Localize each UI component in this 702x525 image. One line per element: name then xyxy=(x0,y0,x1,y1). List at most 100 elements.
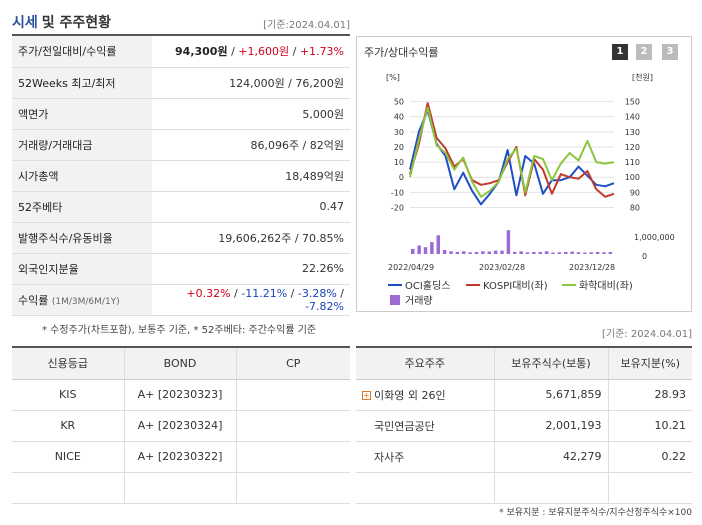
expand-plus-icon[interactable]: + xyxy=(362,391,371,400)
volume-bar xyxy=(532,251,536,254)
pct-cell: 28.93 xyxy=(608,379,692,411)
chart-panel xyxy=(356,36,692,312)
table-row: 국민연금공단 2,001,193 10.21 xyxy=(356,410,692,442)
bond-cell: A+ [20230324] xyxy=(124,410,237,442)
left-tick-label: 40 xyxy=(394,113,404,122)
volume-zero-label: 0 xyxy=(642,252,647,261)
return-1y: -7.82% xyxy=(305,299,344,313)
shares-cell: 42,279 xyxy=(494,441,609,473)
bond-cell xyxy=(124,472,237,504)
agency-cell: NICE xyxy=(12,441,125,473)
row-value: 22.26% xyxy=(152,253,350,285)
section-title: 시세 및 주주현황 xyxy=(12,12,111,32)
divider xyxy=(12,34,350,36)
agency-cell xyxy=(12,472,125,504)
right-tick-label: 150 xyxy=(625,98,640,107)
pct-cell: 10.21 xyxy=(608,410,692,442)
volume-bar xyxy=(468,252,472,254)
col-header: CP xyxy=(236,346,350,380)
chart-page-3-button[interactable]: 3 xyxy=(662,44,678,60)
table-row: 주가/전일대비/수익률 94,300원 / +1,600원 / +1.73% xyxy=(12,36,350,68)
shares-cell: 2,001,193 xyxy=(494,410,609,442)
holder-name: 자사주 xyxy=(356,441,495,473)
table-row: 외국인지분율 22.26% xyxy=(12,253,350,285)
table-row: NICE A+ [20230322] xyxy=(12,441,350,473)
return-6m: -3.28% xyxy=(297,286,337,300)
holder-name: 국민연금공단 xyxy=(356,410,495,442)
right-axis-ticks: 150 140 130 120 110 100 90 80 xyxy=(625,98,640,213)
basis-date-2: [기준: 2024.04.01] xyxy=(601,329,692,340)
holder-name xyxy=(356,472,495,504)
table-row: 발행주식수/유동비율 19,606,262주 / 70.85% xyxy=(12,222,350,254)
row-label: 시가총액 xyxy=(12,160,152,192)
left-tick-label: 0 xyxy=(399,173,404,182)
left-tick-label: 30 xyxy=(394,128,404,137)
volume-bar xyxy=(583,252,587,254)
volume-bar xyxy=(576,252,581,254)
volume-bar xyxy=(442,249,447,254)
x-label-3: 2023/12/28 xyxy=(569,263,615,272)
row-label: 52주베타 xyxy=(12,191,152,223)
shares-cell xyxy=(494,472,609,504)
volume-bar xyxy=(608,251,613,254)
right-tick-label: 140 xyxy=(625,113,640,122)
table-header-row: 주요주주 보유주식수(보통) 보유지분(%) xyxy=(356,346,692,380)
row-value: 0.47 xyxy=(152,191,350,223)
chart-page-2-button[interactable]: 2 xyxy=(636,44,652,60)
basis-date: [기준:2024.04.01] xyxy=(263,20,350,31)
series-lines xyxy=(409,102,615,206)
title-shareholders: 및 주주현황 xyxy=(41,15,112,31)
volume-bar xyxy=(506,230,511,254)
row-value: 94,300원 / +1,600원 / +1.73% xyxy=(152,36,350,68)
row-value: 18,489억원 xyxy=(152,160,350,192)
x-label-2: 2023/02/28 xyxy=(479,263,525,272)
x-label-1: 2022/04/29 xyxy=(388,263,434,272)
pct-cell: 0.22 xyxy=(608,441,692,473)
chart-title: 주가/상대수익률 xyxy=(364,46,439,59)
footnote: * 수정주가(차트포함), 보통주 기준, * 52주베타: 주간수익률 기준 xyxy=(42,325,317,336)
volume-bar xyxy=(462,251,466,254)
credit-rating-table: 신용등급 BOND CP KIS A+ [20230323] KR A+ [2023… xyxy=(12,346,350,504)
table-row xyxy=(12,472,350,504)
legend-chem: 화학대비(좌) xyxy=(579,280,633,292)
return-3m: -11.21% xyxy=(241,286,288,300)
cp-cell xyxy=(236,379,350,411)
volume-bar xyxy=(474,251,479,254)
right-tick-label: 80 xyxy=(630,203,640,212)
volume-bars xyxy=(411,230,613,254)
volume-bar xyxy=(544,251,549,254)
pct-cell xyxy=(608,472,692,504)
agency-cell: KIS xyxy=(12,379,125,411)
volume-bar xyxy=(430,242,434,254)
chart-legend: OCI홀딩스 KOSPI대비(좌) 화학대비(좌) 거래량 xyxy=(388,279,633,307)
shareholders-table: 주요주주 보유주식수(보통) 보유지분(%) + 이화영 외 26인 5,671,… xyxy=(356,346,692,504)
row-label: 주가/전일대비/수익률 xyxy=(12,36,152,68)
right-tick-label: 90 xyxy=(630,188,640,197)
cp-cell xyxy=(236,441,350,473)
table-row: 거래량/거래대금 86,096주 / 82억원 xyxy=(12,129,350,161)
volume-bar xyxy=(551,252,555,254)
bond-cell: A+ [20230323] xyxy=(124,379,237,411)
col-header: 보유주식수(보통) xyxy=(494,346,609,380)
volume-bar xyxy=(519,251,523,254)
volume-bar xyxy=(602,252,606,254)
returns-periods: (1M/3M/6M/1Y) xyxy=(51,296,120,307)
legend-volume: 거래량 xyxy=(405,295,433,307)
right-tick-label: 100 xyxy=(625,173,640,182)
cp-cell xyxy=(236,472,350,504)
col-header: 보유지분(%) xyxy=(608,346,692,380)
table-row: 수익률 (1M/3M/6M/1Y) +0.32% / -11.21% / -3.… xyxy=(12,284,350,316)
row-label: 액면가 xyxy=(12,98,152,130)
left-axis-ticks: 50 40 30 20 10 0 -10 -20 xyxy=(391,98,404,213)
row-value: 5,000원 xyxy=(152,98,350,130)
row-value: 19,606,262주 / 70.85% xyxy=(152,222,350,254)
table-row: 52Weeks 최고/최저 124,000원 / 76,200원 xyxy=(12,67,350,99)
volume-tick-label: 1,000,000 xyxy=(634,233,675,242)
volume-bar xyxy=(455,251,460,254)
col-header: BOND xyxy=(124,346,237,380)
legend-kospi: KOSPI대비(좌) xyxy=(483,280,548,292)
chart-page-1-button[interactable]: 1 xyxy=(612,44,628,60)
left-tick-label: -20 xyxy=(391,203,404,212)
right-tick-label: 110 xyxy=(625,158,640,167)
